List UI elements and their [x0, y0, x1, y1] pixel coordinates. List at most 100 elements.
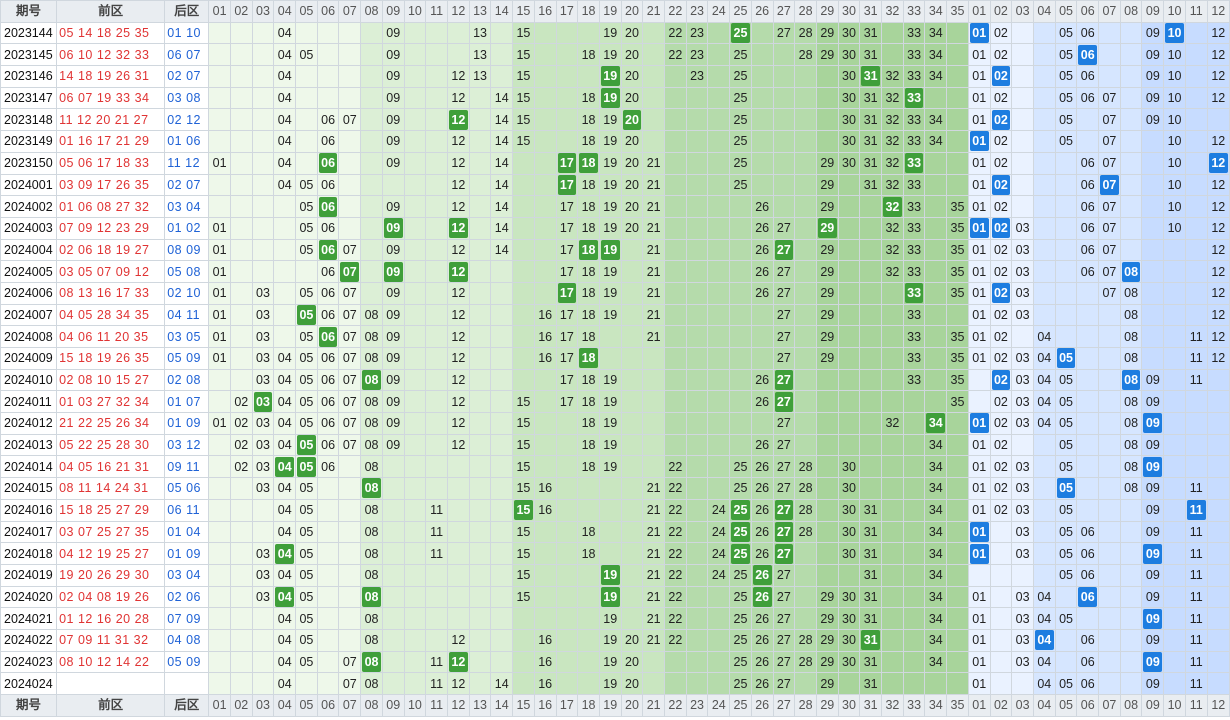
- front-trend-cell: [685, 650, 709, 674]
- front-trend-cell: 19: [598, 672, 622, 695]
- front-trend-cell: [707, 173, 731, 197]
- front-trend-cell: [208, 563, 231, 587]
- back-trend-cell: [1184, 412, 1208, 435]
- front-trend-cell: 35: [946, 238, 969, 262]
- front-trend-cell: [425, 433, 448, 457]
- back-trend-cell: [1032, 65, 1056, 88]
- front-trend-cell: [707, 412, 731, 435]
- front-draw-cell: 05 06 17 18 33: [56, 151, 166, 175]
- back-trend-cell: [1076, 281, 1100, 305]
- front-trend-cell: 17: [555, 325, 579, 348]
- back-trend-cell: 09: [1141, 477, 1165, 500]
- front-trend-cell: 26: [750, 281, 774, 305]
- front-trend-cell: [316, 607, 340, 630]
- header-back-num-06: 06: [1076, 0, 1100, 23]
- back-trend-cell: 02: [989, 412, 1013, 435]
- front-trend-cell: [707, 650, 731, 674]
- back-trend-cell: [967, 563, 991, 587]
- back-trend-cell: [1011, 108, 1034, 132]
- front-trend-cell: [425, 390, 448, 414]
- back-trend-cell: 03: [1011, 238, 1034, 262]
- front-trend-cell: [707, 195, 731, 218]
- front-trend-cell: 09: [381, 260, 405, 283]
- period-cell: 2024006: [0, 281, 58, 305]
- back-draw-cell: 01 09: [164, 412, 210, 435]
- front-draw-cell: 06 10 12 32 33: [56, 43, 166, 67]
- front-trend-cell: [815, 390, 839, 414]
- front-trend-cell: [881, 347, 904, 370]
- front-trend-cell: 31: [859, 542, 883, 565]
- front-trend-cell: [642, 650, 666, 674]
- back-trend-cell: 10: [1163, 108, 1186, 132]
- front-trend-cell: [685, 433, 709, 457]
- back-trend-cell: 06: [1076, 216, 1100, 240]
- front-trend-cell: [707, 390, 731, 414]
- back-trend-cell: 06: [1076, 542, 1100, 565]
- header-front-num-13: 13: [468, 0, 492, 23]
- front-trend-cell: [490, 281, 514, 305]
- front-trend-cell: 12: [446, 628, 470, 652]
- back-trend-cell: 07: [1098, 195, 1121, 218]
- front-trend-cell: [208, 498, 231, 522]
- back-trend-cell: [1206, 672, 1230, 695]
- back-draw-cell: 02 07: [164, 173, 210, 197]
- front-trend-cell: [642, 86, 666, 110]
- footer-front-num-28: 28: [794, 694, 817, 717]
- back-trend-cell: [1163, 477, 1186, 500]
- front-trend-cell: 21: [642, 238, 666, 262]
- back-trend-cell: 02: [989, 43, 1013, 67]
- back-hit-marker: 04: [1034, 630, 1054, 651]
- front-trend-cell: [707, 607, 731, 630]
- back-trend-cell: [1184, 303, 1208, 327]
- front-trend-cell: [664, 86, 687, 110]
- front-trend-cell: 25: [729, 151, 752, 175]
- front-trend-cell: 28: [794, 21, 817, 45]
- front-trend-cell: [577, 607, 600, 630]
- back-hit-marker: 09: [1143, 652, 1163, 672]
- front-trend-cell: 05: [295, 628, 318, 652]
- front-trend-cell: [403, 151, 427, 175]
- front-trend-cell: [729, 281, 752, 305]
- back-trend-cell: 04: [1032, 607, 1056, 630]
- back-trend-cell: [1163, 498, 1186, 522]
- front-trend-cell: 07: [338, 238, 362, 262]
- back-draw-cell: 03 05: [164, 325, 210, 348]
- front-trend-cell: [338, 21, 362, 45]
- front-trend-cell: 06: [316, 195, 340, 218]
- front-trend-cell: [208, 433, 231, 457]
- front-trend-cell: 29: [815, 195, 839, 218]
- front-trend-cell: 07: [338, 433, 362, 457]
- front-trend-cell: [251, 498, 275, 522]
- front-zone-footer: 前区: [56, 694, 166, 717]
- front-trend-cell: [425, 368, 448, 392]
- front-trend-cell: 01: [208, 412, 231, 435]
- table-row: 2023145 06 10 12 32 33 06 07 04 05 09 13 15 18 19…: [0, 43, 1230, 67]
- front-hit-marker: 06: [318, 196, 338, 217]
- front-trend-cell: [794, 672, 817, 695]
- back-trend-cell: [1032, 130, 1056, 153]
- back-trend-cell: [1032, 195, 1056, 218]
- back-trend-cell: 07: [1098, 216, 1121, 240]
- period-cell: 2024008: [0, 325, 58, 348]
- back-trend-cell: [1206, 607, 1230, 630]
- back-hit-marker: 09: [1143, 456, 1163, 477]
- back-trend-cell: 06: [1076, 520, 1100, 544]
- back-trend-cell: [1098, 498, 1121, 522]
- front-trend-cell: [229, 173, 253, 197]
- front-trend-cell: 34: [924, 542, 948, 565]
- front-trend-cell: [837, 672, 861, 695]
- front-trend-cell: 05: [295, 325, 318, 348]
- front-trend-cell: [533, 130, 557, 153]
- front-trend-cell: 06: [316, 151, 340, 175]
- back-trend-cell: 01: [967, 173, 991, 197]
- front-trend-cell: [251, 65, 275, 88]
- front-trend-cell: [946, 433, 969, 457]
- back-trend-cell: 02: [989, 498, 1013, 522]
- front-trend-cell: 26: [750, 216, 774, 240]
- front-trend-cell: 18: [577, 520, 600, 544]
- front-trend-cell: [316, 563, 340, 587]
- front-hit-marker: 06: [318, 326, 338, 347]
- footer-back-num-07: 07: [1098, 694, 1121, 717]
- front-trend-cell: 12: [446, 195, 470, 218]
- front-trend-cell: [707, 281, 731, 305]
